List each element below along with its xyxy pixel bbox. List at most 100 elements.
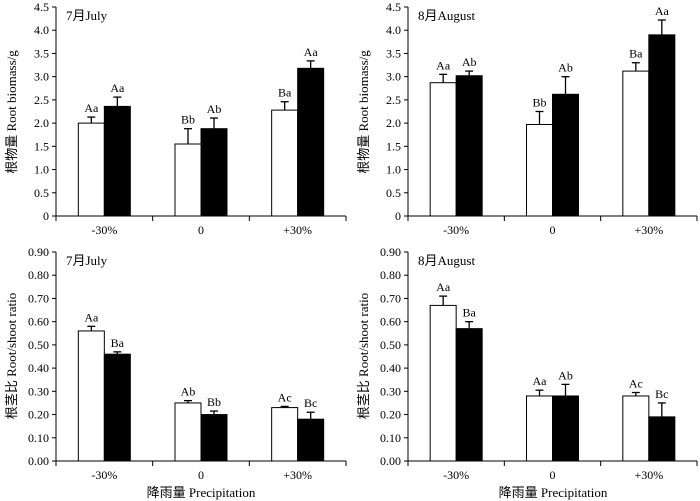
y-tick-label: 0.90 (380, 245, 401, 259)
bar-open-3 (622, 70, 650, 217)
y-tick-label: 0.10 (380, 431, 401, 445)
y-tick-label: 4.0 (34, 23, 49, 37)
y-tick-label: 0.60 (380, 315, 401, 329)
y-tick-label: 0.50 (28, 338, 49, 352)
x-tick-label: +30% (283, 468, 312, 482)
significance-label: Aa (84, 310, 99, 324)
x-tick-label: 0 (198, 223, 204, 237)
panel-title: 8月August (418, 8, 475, 23)
significance-label: Ab (462, 55, 477, 69)
x-axis-title-right: 降雨量 Precipitation (499, 485, 608, 500)
y-tick-label: 0.30 (380, 384, 401, 398)
significance-label: Aa (436, 58, 451, 72)
significance-label: Ab (558, 61, 573, 75)
bar-filled-1 (455, 75, 483, 217)
significance-label: Ba (111, 336, 125, 350)
significance-label: Bb (207, 395, 221, 409)
bar-open-2 (174, 143, 202, 217)
y-tick-label: 3.5 (386, 46, 401, 60)
y-axis-label: 根物量 Root biomass/g (4, 50, 19, 174)
y-tick-label: 0.80 (28, 268, 49, 282)
significance-label: Aa (84, 101, 99, 115)
bar-filled-3 (648, 416, 676, 462)
bar-filled-2 (552, 93, 579, 217)
panel-title: 8月August (418, 253, 475, 268)
x-tick-label: -30% (443, 468, 469, 482)
x-tick-label: +30% (634, 223, 663, 237)
y-tick-label: 3.5 (34, 46, 49, 60)
panel-title: 7月July (66, 253, 108, 268)
bar-open-3 (622, 395, 650, 462)
panel-title: 7月July (66, 8, 108, 23)
significance-label: Ba (629, 47, 643, 61)
y-tick-label: 2.5 (34, 93, 49, 107)
bar-filled-2 (552, 395, 579, 462)
chart-panel-4: 0.00 0.10 0.20 0.30 0.40 0.50 0.60 0.70 0.80 0.90… (356, 245, 698, 482)
significance-label: Ac (629, 376, 643, 390)
chart-panel-3: 0.00 0.10 0.20 0.30 0.40 0.50 0.60 0.70 0.80 0.90… (4, 245, 347, 482)
y-tick-label: 0 (43, 209, 49, 223)
y-tick-label: 0.00 (380, 454, 401, 468)
y-tick-label: 1.0 (386, 163, 401, 177)
bar-open-1 (429, 82, 457, 217)
bar-filled-1 (103, 105, 131, 217)
y-tick-label: 0.30 (28, 384, 49, 398)
bar-open-3 (271, 407, 299, 462)
x-tick-label: +30% (634, 468, 663, 482)
bar-open-2 (526, 395, 553, 462)
y-tick-label: 0.80 (380, 268, 401, 282)
x-tick-label: -30% (91, 223, 117, 237)
significance-label: Ab (207, 102, 222, 116)
y-axis-label: 根茎比 Root/shoot ratio (356, 293, 371, 419)
bar-filled-3 (297, 418, 325, 462)
y-tick-label: 0.40 (380, 361, 401, 375)
y-tick-label: 2.0 (386, 116, 401, 130)
bar-filled-1 (103, 353, 131, 462)
x-tick-label: 0 (550, 468, 556, 482)
y-tick-label: 0.60 (28, 315, 49, 329)
y-tick-label: 0.10 (28, 431, 49, 445)
y-axis-label: 根茎比 Root/shoot ratio (4, 293, 19, 419)
significance-label: Bc (655, 387, 668, 401)
significance-label: Aa (110, 81, 125, 95)
bar-filled-3 (648, 34, 676, 217)
bar-open-1 (77, 330, 105, 462)
y-tick-label: 0.20 (380, 408, 401, 422)
y-tick-label: 0.40 (28, 361, 49, 375)
significance-label: Bb (532, 96, 546, 110)
y-tick-label: 2.0 (34, 116, 49, 130)
significance-label: Ab (181, 385, 196, 399)
y-tick-label: 3.0 (386, 70, 401, 84)
bar-filled-3 (297, 67, 325, 217)
x-tick-label: 0 (198, 468, 204, 482)
x-axis-title-left: 降雨量 Precipitation (147, 485, 256, 500)
y-tick-label: 0.20 (28, 408, 49, 422)
significance-label: Aa (304, 45, 319, 59)
bar-filled-2 (200, 414, 228, 462)
y-tick-label: 0.90 (28, 245, 49, 259)
significance-label: Ba (278, 86, 292, 100)
y-tick-label: 0.50 (380, 338, 401, 352)
x-tick-label: -30% (91, 468, 117, 482)
significance-label: Ba (462, 306, 476, 320)
y-tick-label: 4.0 (386, 23, 401, 37)
bar-open-2 (526, 124, 553, 217)
y-axis-label: 根物量 Root biomass/g (356, 50, 371, 174)
bar-open-3 (271, 109, 299, 217)
y-tick-label: 0.00 (28, 454, 49, 468)
y-tick-label: 1.5 (386, 139, 401, 153)
y-tick-label: 4.5 (386, 0, 401, 14)
chart-panel-2: 0 0.5 1.0 1.5 2.0 2.5 3.0 3.5 4.0 4.5 -30% 0 +30% Aa B… (356, 0, 698, 237)
significance-label: Ac (278, 390, 292, 404)
significance-label: Bb (181, 113, 195, 127)
y-tick-label: 4.5 (34, 0, 49, 14)
x-tick-label: +30% (283, 223, 312, 237)
bar-open-2 (174, 402, 202, 462)
y-tick-label: 1.0 (34, 163, 49, 177)
significance-label: Aa (533, 374, 548, 388)
y-tick-label: 3.0 (34, 70, 49, 84)
bar-open-1 (77, 122, 105, 217)
bar-open-1 (429, 304, 457, 462)
significance-label: Ab (558, 368, 573, 382)
